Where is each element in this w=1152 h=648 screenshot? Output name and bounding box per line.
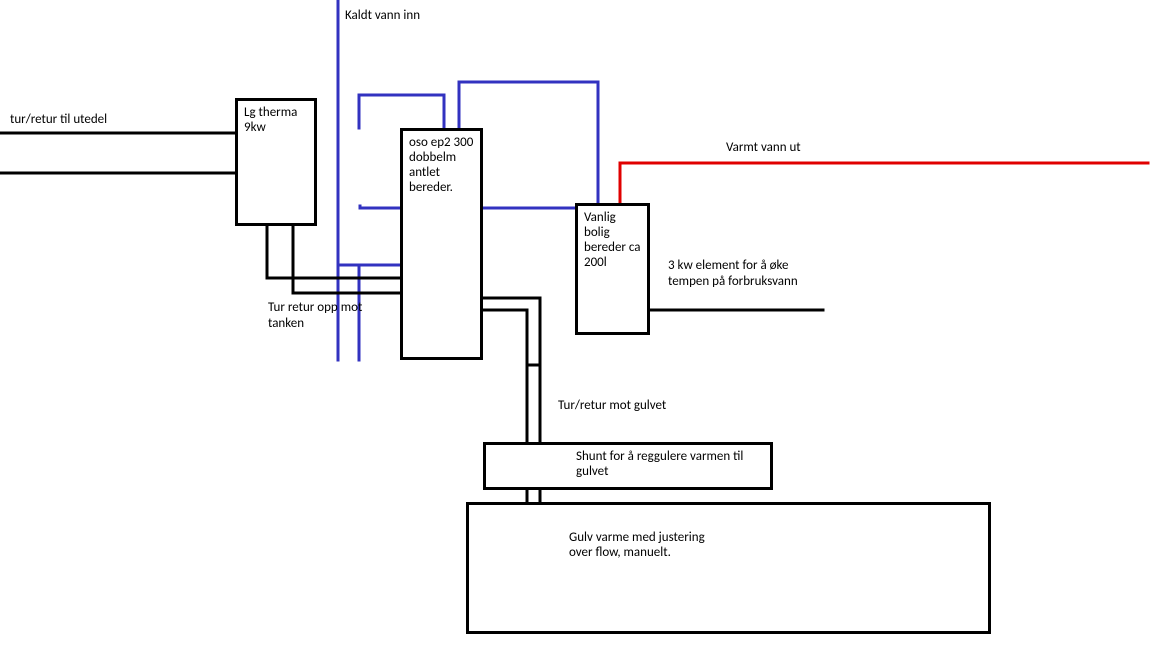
label-tur-tanken: Tur retur opp mot tanken [268, 300, 398, 331]
label-tur-gulvet: Tur/retur mot gulvet [558, 398, 666, 414]
box-gulv-label: Gulv varme med justering over flow, manu… [569, 530, 729, 560]
box-bolig-label: Vanlig bolig bereder ca 200l [584, 210, 641, 270]
label-varmt-vann: Varmt vann ut [726, 140, 801, 156]
box-shunt: Shunt for å reggulere varmen til gulvet [483, 442, 773, 490]
label-kaldt-vann: Kaldt vann inn [345, 8, 420, 24]
box-gulv-varme: Gulv varme med justering over flow, manu… [466, 502, 991, 634]
box-bolig-bereder: Vanlig bolig bereder ca 200l [575, 203, 650, 335]
box-oso-ep2: oso ep2 300 dobbelm antlet bereder. [400, 128, 483, 360]
box-shunt-label: Shunt for å reggulere varmen til gulvet [576, 449, 743, 479]
box-oso-label: oso ep2 300 dobbelm antlet bereder. [409, 135, 473, 195]
label-tur-utedel: tur/retur til utedel [10, 112, 107, 128]
box-lg-label: Lg therma 9kw [244, 105, 297, 135]
box-lg-therma: Lg therma 9kw [235, 98, 317, 226]
label-3kw-element: 3 kw element for å øke tempen på forbruk… [668, 258, 808, 289]
